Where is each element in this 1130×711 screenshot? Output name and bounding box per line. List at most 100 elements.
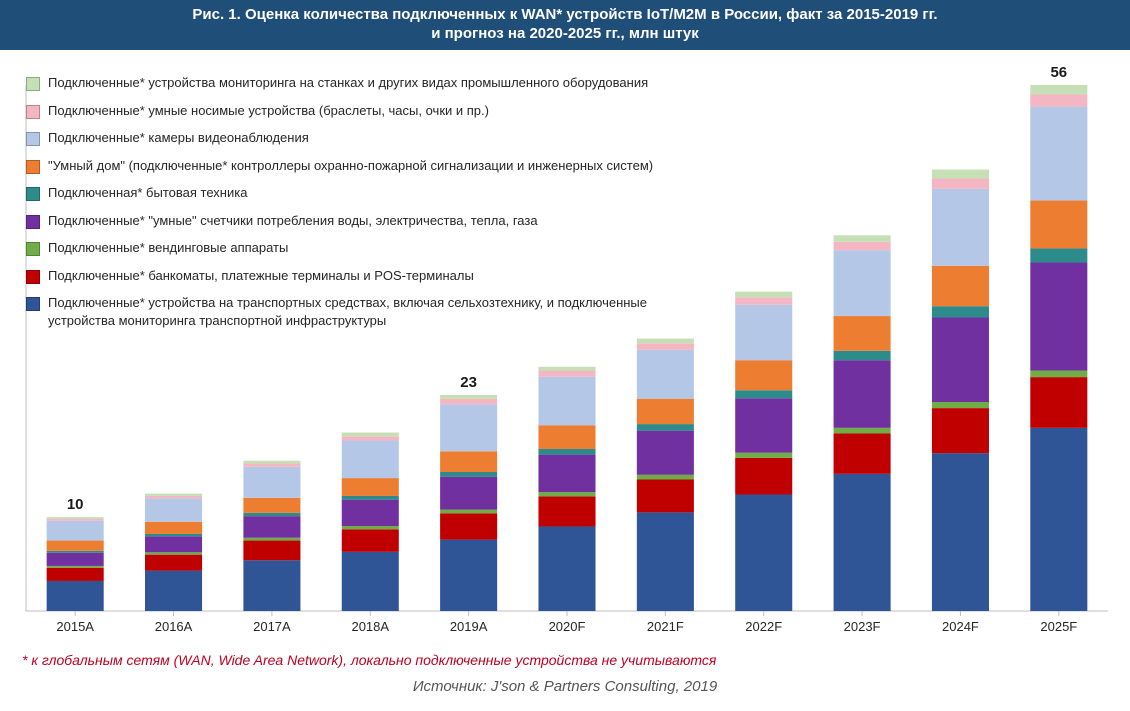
bar-seg-vending xyxy=(243,538,300,541)
bar-seg-monitoring xyxy=(735,292,792,298)
bar-seg-atm xyxy=(932,408,989,453)
bar-seg-transport xyxy=(834,474,891,611)
bar-seg-atm xyxy=(735,458,792,495)
legend-item-vending: Подключенные* вендинговые аппараты xyxy=(26,239,666,257)
legend-label: Подключенная* бытовая техника xyxy=(48,184,666,202)
legend-label: Подключенные* устройства мониторинга на … xyxy=(48,74,666,92)
legend-item-atm: Подключенные* банкоматы, платежные терми… xyxy=(26,267,666,285)
x-axis-label: 2025F xyxy=(1040,619,1077,634)
bar-seg-atm xyxy=(440,513,497,539)
legend-label: Подключенные* вендинговые аппараты xyxy=(48,239,666,257)
x-axis-label: 2018A xyxy=(351,619,389,634)
bar-seg-transport xyxy=(440,540,497,611)
legend-item-transport: Подключенные* устройства на транспортных… xyxy=(26,294,666,329)
bar-seg-atm xyxy=(1030,377,1087,428)
bar-seg-atm xyxy=(834,433,891,473)
legend-item-monitoring: Подключенные* устройства мониторинга на … xyxy=(26,74,666,92)
bar-seg-cctv xyxy=(47,521,104,541)
legend-label: Подключенные* банкоматы, платежные терми… xyxy=(48,267,666,285)
bar-seg-atm xyxy=(637,480,694,513)
bar-seg-smarthome xyxy=(440,451,497,472)
x-axis-label: 2022F xyxy=(745,619,782,634)
legend-item-appliances: Подключенная* бытовая техника xyxy=(26,184,666,202)
bar-seg-smarthome xyxy=(47,541,104,551)
legend-item-smarthome: "Умный дом" (подключенные* контроллеры о… xyxy=(26,157,666,175)
legend-swatch xyxy=(26,105,40,119)
bar-seg-transport xyxy=(637,512,694,611)
bar-seg-monitoring xyxy=(440,395,497,399)
bar-seg-cctv xyxy=(834,250,891,316)
bar-seg-wearables xyxy=(145,496,202,498)
bar-seg-smarthome xyxy=(834,316,891,351)
bar-seg-atm xyxy=(342,529,399,552)
legend-swatch xyxy=(26,160,40,174)
bar-seg-appliances xyxy=(342,496,399,500)
bar-seg-transport xyxy=(145,571,202,611)
bar-total-label: 23 xyxy=(460,374,477,391)
bar-seg-wearables xyxy=(243,464,300,467)
x-axis-label: 2019A xyxy=(450,619,488,634)
bar-seg-appliances xyxy=(243,513,300,516)
bar-seg-wearables xyxy=(932,178,989,188)
bar-seg-atm xyxy=(145,555,202,571)
bar-seg-cctv xyxy=(440,404,497,451)
bar-seg-vending xyxy=(145,552,202,554)
bar-seg-monitoring xyxy=(342,433,399,437)
bar-seg-monitoring xyxy=(1030,85,1087,94)
legend-label: Подключенные* камеры видеонаблюдения xyxy=(48,129,666,147)
bar-seg-wearables xyxy=(47,519,104,521)
bar-seg-vending xyxy=(1030,371,1087,378)
legend-item-cctv: Подключенные* камеры видеонаблюдения xyxy=(26,129,666,147)
bar-seg-smarthome xyxy=(342,478,399,496)
bar-seg-meters xyxy=(47,553,104,566)
x-axis-label: 2020F xyxy=(549,619,586,634)
legend-label: "Умный дом" (подключенные* контроллеры о… xyxy=(48,157,666,175)
bar-seg-vending xyxy=(342,526,399,529)
bar-seg-vending xyxy=(440,510,497,514)
legend-swatch xyxy=(26,297,40,311)
bar-seg-appliances xyxy=(538,449,595,455)
bar-seg-cctv xyxy=(1030,107,1087,201)
bar-seg-appliances xyxy=(637,424,694,431)
bar-seg-smarthome xyxy=(637,399,694,424)
chart-title-line1: Рис. 1. Оценка количества подключенных к… xyxy=(192,6,937,23)
bar-seg-wearables xyxy=(735,297,792,305)
chart-source: Источник: J'son & Partners Consulting, 2… xyxy=(0,678,1130,695)
bar-seg-wearables xyxy=(538,371,595,377)
bar-seg-appliances xyxy=(47,551,104,553)
legend-item-wearables: Подключенные* умные носимые устройства (… xyxy=(26,102,666,120)
x-axis-label: 2017A xyxy=(253,619,291,634)
bar-seg-smarthome xyxy=(538,425,595,448)
bar-seg-monitoring xyxy=(145,494,202,496)
bar-seg-cctv xyxy=(538,377,595,426)
bar-seg-cctv xyxy=(932,189,989,266)
bar-seg-transport xyxy=(342,552,399,611)
bar-seg-meters xyxy=(637,431,694,475)
bar-seg-vending xyxy=(47,566,104,568)
bar-seg-monitoring xyxy=(243,461,300,464)
chart-legend: Подключенные* устройства мониторинга на … xyxy=(26,74,666,339)
bar-seg-monitoring xyxy=(47,517,104,519)
bar-seg-cctv xyxy=(342,441,399,479)
bar-seg-meters xyxy=(440,477,497,510)
bar-seg-meters xyxy=(735,398,792,452)
bar-seg-meters xyxy=(1030,263,1087,371)
bar-seg-transport xyxy=(735,495,792,611)
bar-total-label: 56 xyxy=(1050,64,1067,81)
bar-seg-monitoring xyxy=(834,235,891,242)
bar-seg-appliances xyxy=(834,351,891,360)
legend-swatch xyxy=(26,270,40,284)
legend-swatch xyxy=(26,242,40,256)
bar-seg-cctv xyxy=(243,467,300,498)
legend-swatch xyxy=(26,77,40,91)
bar-seg-wearables xyxy=(342,436,399,440)
bar-seg-vending xyxy=(932,402,989,408)
bar-seg-smarthome xyxy=(932,266,989,306)
x-axis-label: 2023F xyxy=(844,619,881,634)
chart-title-bar: Рис. 1. Оценка количества подключенных к… xyxy=(0,0,1130,50)
bar-seg-wearables xyxy=(637,343,694,350)
bar-seg-transport xyxy=(243,560,300,611)
bar-seg-smarthome xyxy=(735,360,792,390)
bar-seg-cctv xyxy=(145,498,202,521)
bar-seg-meters xyxy=(145,536,202,552)
